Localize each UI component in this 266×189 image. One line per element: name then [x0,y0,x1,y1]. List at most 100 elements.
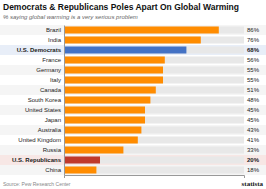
y-tick-label: Italy [50,77,61,83]
row-stripe [0,95,266,105]
row-stripe [0,115,266,125]
x-axis [65,176,245,179]
y-tick: Brazil [46,27,64,33]
data-label: 41% [247,137,260,143]
y-tick-label: China [45,167,61,173]
y-tick-label: Germany [36,67,61,73]
bar [64,67,163,74]
bar-track [64,47,244,54]
y-tick: China [45,167,64,173]
y-axis-line [64,26,65,176]
subtitle: % saying global warming is a very seriou… [3,14,138,20]
bar-track [64,107,244,114]
bar [64,77,163,84]
chart: Democrats & Republicans Poles Apart On G… [0,0,266,189]
y-tick: Japan [45,117,64,123]
bar [64,87,156,94]
bar-track [64,57,244,64]
bar-track [64,77,244,84]
bar [64,57,165,64]
y-tick-label: France [42,57,61,63]
row-stripe [0,155,266,165]
bar [64,97,150,104]
bar [64,137,138,144]
data-label: 56% [247,57,260,63]
bar-track [64,117,244,124]
row-stripe [0,165,266,175]
bar [64,47,186,54]
data-label: 76% [247,37,260,43]
y-tick-label: South Korea [28,97,62,103]
y-tick-label: India [48,37,62,43]
data-label: 68% [247,47,260,53]
bar-track [64,97,244,104]
bar-track [64,87,244,94]
row-stripe [0,65,266,75]
y-tick-label: United States [25,107,61,113]
bars [64,27,244,174]
y-tick-label: U.S. Democrats [17,47,62,53]
row-stripe [0,135,266,145]
data-label: 86% [247,27,260,33]
y-tick: Australia [38,127,64,133]
y-tick-label: Brazil [46,27,61,33]
bar-track [64,137,244,144]
y-tick: India [48,37,64,43]
data-label: 43% [247,127,260,133]
bar [64,117,145,124]
bar [64,27,219,34]
y-tick-label: Japan [45,117,61,123]
y-tick: Germany [36,67,64,73]
y-tick-label: Canada [40,87,62,93]
y-tick-label: United Kingdom [18,137,61,143]
y-tick: Russia [43,147,64,153]
bar [64,147,123,154]
annotation: statista [242,180,264,188]
bar-track [64,167,244,174]
row-stripe [0,55,266,65]
bar-track [64,27,244,34]
data-label: 20% [247,157,260,163]
bar [64,107,145,114]
data-label: 48% [247,97,260,103]
y-tick-label: Australia [38,127,62,133]
bar-track [64,157,244,164]
row-stripes [0,25,266,175]
row-stripe [0,25,266,35]
data-label: 45% [247,117,260,123]
bar [64,157,100,164]
data-label: 33% [247,147,260,153]
row-stripe [0,145,266,155]
data-label: 18% [247,167,260,173]
row-stripe [0,85,266,95]
y-tick: France [42,57,64,63]
bar-track [64,67,244,74]
y-tick: Italy [50,77,64,83]
row-stripe [0,125,266,135]
bar [64,127,141,134]
bar [64,167,96,174]
data-label: 51% [247,87,260,93]
row-stripe [0,75,266,85]
bar-track [64,127,244,134]
data-label: 45% [247,107,260,113]
y-tick: U.S. Democrats [17,47,64,53]
bar-track [64,147,244,154]
y-tick: United Kingdom [18,137,64,143]
title: Democrats & Republicans Poles Apart On G… [3,2,239,12]
y-tick: South Korea [28,97,64,103]
bar-track [64,37,244,44]
x-axis-line [65,176,245,179]
data-label: 55% [247,77,260,83]
y-tick: U.S. Republicans [12,157,64,163]
data-labels: 86% 76% 68% 56% 55% 55% 51% 48% 45% 45% 43% 41% 33% 2… [247,27,260,173]
y-tick: Canada [40,87,64,93]
row-stripe [0,35,266,45]
row-stripe [0,45,266,55]
y-tick-label: U.S. Republicans [12,157,62,163]
annotation: Source: Pew Research Center [3,181,71,187]
y-tick-label: Russia [43,147,62,153]
bar [64,37,201,44]
data-label: 55% [247,67,260,73]
row-stripe [0,105,266,115]
